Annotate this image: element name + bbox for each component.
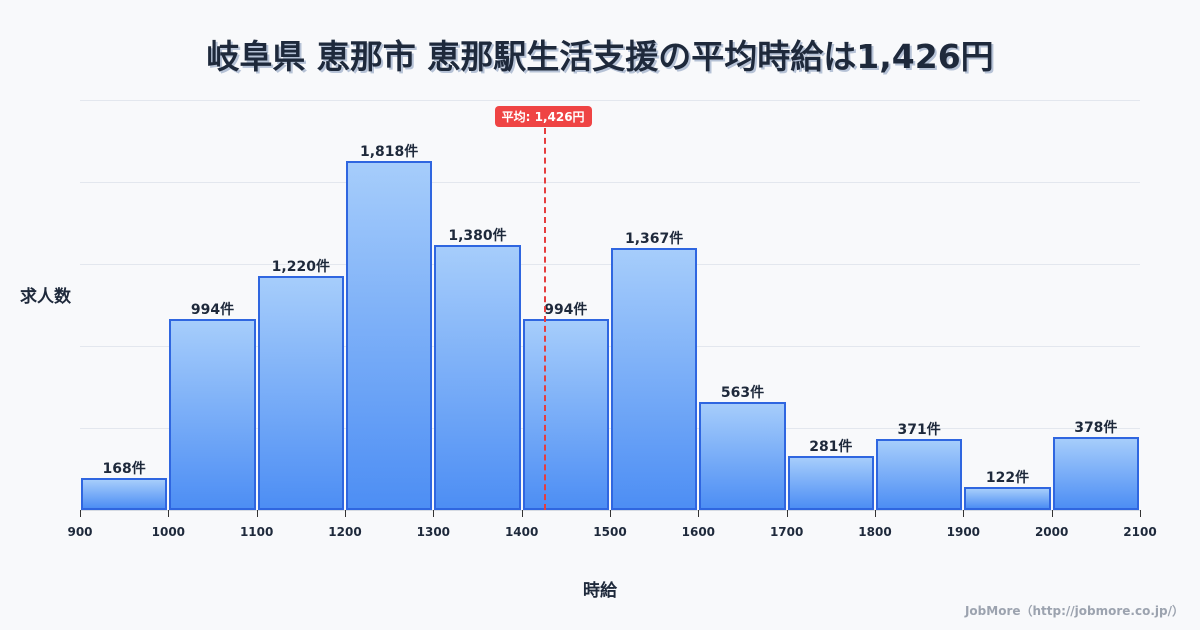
x-tick-label: 1400 (504, 525, 539, 539)
histogram-bar (169, 319, 256, 510)
bar-value-label: 1,367件 (625, 230, 684, 247)
bar-value-label: 994件 (190, 302, 235, 319)
bar-value-label: 371件 (897, 421, 941, 438)
x-tick-label: 2000 (1034, 525, 1069, 539)
histogram-bar (81, 477, 168, 510)
bar-value-label: 1,818件 (360, 144, 419, 160)
histogram-bar (876, 438, 963, 510)
bar-value-label: 168件 (102, 460, 146, 477)
histogram-bar (1052, 437, 1139, 510)
bar-value-label: 122件 (985, 469, 1030, 486)
x-tick-label: 1700 (769, 525, 804, 539)
x-tick (610, 510, 611, 517)
histogram-bar (522, 319, 609, 510)
gridline (80, 264, 1140, 265)
x-tick (256, 510, 258, 517)
x-tick (345, 510, 346, 517)
gridline (80, 428, 1140, 429)
gridline (80, 346, 1140, 347)
gridline (80, 182, 1140, 183)
histogram-bar (787, 456, 874, 510)
x-tick-label: 1500 (593, 525, 627, 539)
credit-text: JobMore（http://jobmore.co.jp/） (964, 604, 1184, 618)
x-tick-label: 1200 (328, 525, 362, 539)
x-tick-label: 2100 (1123, 525, 1157, 539)
x-tick (521, 510, 523, 517)
average-badge: 平均: 1,426円 (494, 106, 592, 127)
x-tick (698, 510, 700, 517)
bar-value-label: 994件 (544, 302, 588, 319)
plot-area: 168件 994件 1,220件 1,818件 1,380件 994件 1,367件 563件… (80, 100, 1140, 511)
histogram-bar (434, 245, 521, 510)
x-tick-label: 1900 (946, 525, 981, 539)
x-tick-label: 1100 (239, 525, 274, 539)
x-tick-label: 1600 (681, 525, 716, 539)
x-tick (963, 510, 965, 517)
bar-value-label: 378件 (1074, 420, 1118, 437)
histogram-bar (699, 401, 786, 510)
histogram-bar (964, 486, 1051, 510)
x-tick (80, 510, 81, 517)
histogram-bar (346, 161, 433, 510)
x-tick (875, 510, 876, 517)
x-tick (1051, 510, 1053, 517)
bar-value-label: 563件 (720, 384, 765, 401)
x-axis-label: 時給 (583, 581, 617, 601)
y-axis-label: 求人数 (20, 287, 71, 307)
x-tick-label: 900 (67, 525, 93, 539)
histogram-bar (611, 247, 698, 510)
x-tick-label: 1300 (416, 525, 451, 539)
x-tick (433, 510, 435, 517)
x-tick (1140, 510, 1141, 517)
average-line (543, 128, 546, 510)
chart-title: 岐阜県 恵那市 恵那駅生活支援の平均時給は1,426円 (206, 37, 994, 76)
bar-value-label: 1,380件 (448, 228, 507, 245)
gridline (80, 100, 1140, 101)
x-tick (168, 510, 170, 517)
histogram-bar (257, 275, 344, 510)
bar-value-label: 281件 (809, 439, 853, 456)
bar-value-label: 1,220件 (271, 258, 330, 275)
x-tick (786, 510, 788, 517)
x-tick-label: 1800 (858, 525, 892, 539)
x-tick-label: 1000 (151, 525, 186, 539)
